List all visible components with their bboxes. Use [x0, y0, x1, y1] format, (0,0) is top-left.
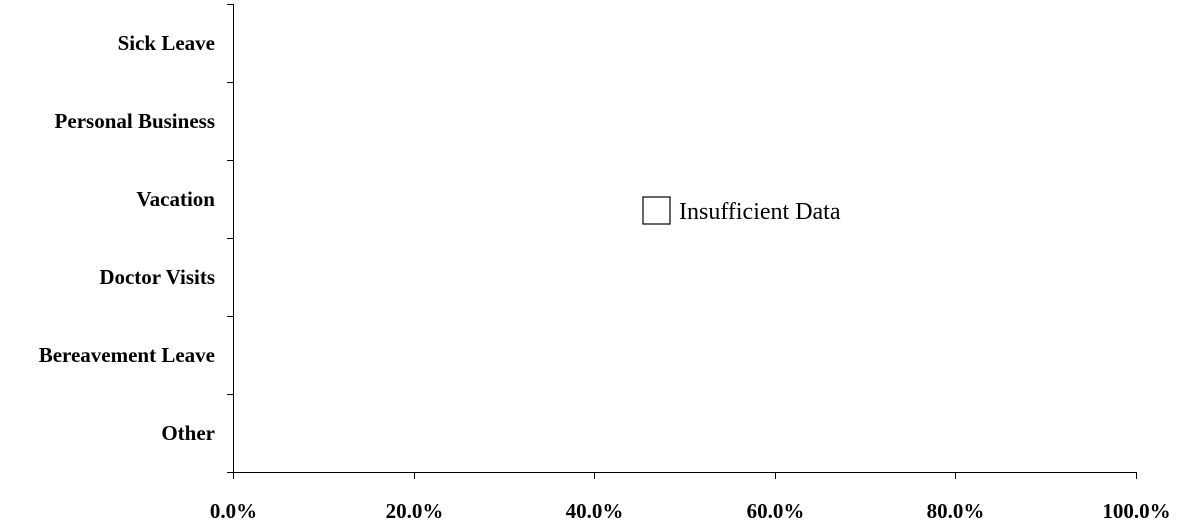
x-tick-label: 80.0%	[927, 499, 985, 523]
category-label-bereavement-leave: Bereavement Leave	[39, 343, 215, 367]
legend: Insufficient Data	[642, 196, 841, 225]
category-label-sick-leave: Sick Leave	[118, 31, 215, 55]
legend-swatch-insufficient-data	[642, 196, 671, 225]
category-label-other: Other	[161, 421, 215, 445]
category-label-doctor-visits: Doctor Visits	[99, 265, 215, 289]
x-tick-label: 40.0%	[566, 499, 624, 523]
x-tick-label: 100.0%	[1102, 499, 1170, 523]
x-tick-label: 20.0%	[386, 499, 444, 523]
x-tick-label: 0.0%	[210, 499, 257, 523]
x-tick-label: 60.0%	[747, 499, 805, 523]
legend-label-insufficient-data: Insufficient Data	[679, 199, 841, 225]
category-label-vacation: Vacation	[136, 187, 215, 211]
category-label-personal-business: Personal Business	[55, 109, 215, 133]
x-axis: 0.0% 20.0% 40.0% 60.0% 80.0% 100.0%	[210, 472, 1171, 523]
y-axis: Sick Leave Personal Business Vacation Docto…	[39, 4, 234, 473]
